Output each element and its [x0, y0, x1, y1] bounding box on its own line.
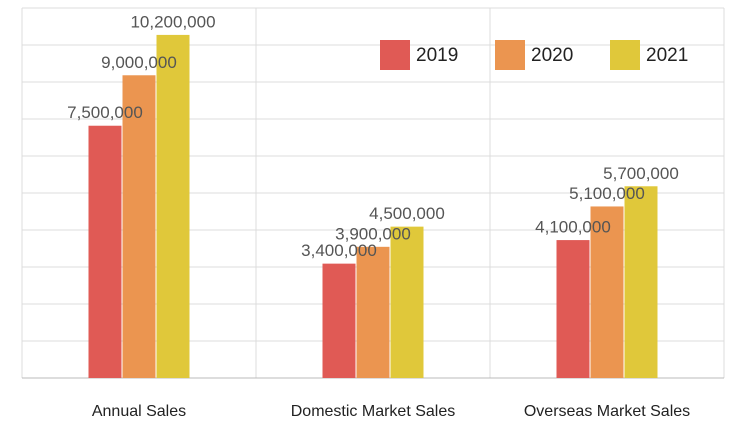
bar: [390, 226, 424, 378]
legend-swatch: [495, 40, 525, 70]
legend-swatch: [380, 40, 410, 70]
bar: [624, 186, 658, 378]
value-label: 5,700,000: [603, 164, 679, 183]
bar: [356, 246, 390, 378]
x-tick-label: Overseas Market Sales: [524, 403, 690, 420]
legend-label: 2019: [416, 45, 458, 66]
value-label: 3,400,000: [301, 241, 377, 260]
value-label: 7,500,000: [67, 103, 143, 122]
bar: [556, 240, 590, 378]
bar: [122, 75, 156, 378]
bar: [322, 263, 356, 378]
value-label: 4,100,000: [535, 218, 611, 237]
value-label: 4,500,000: [369, 204, 445, 223]
bar: [590, 206, 624, 378]
value-label: 3,900,000: [335, 224, 411, 243]
legend-label: 2020: [531, 45, 573, 66]
legend-label: 2021: [646, 45, 688, 66]
x-tick-label: Annual Sales: [92, 403, 186, 420]
x-tick-label: Domestic Market Sales: [291, 403, 456, 420]
legend-swatch: [610, 40, 640, 70]
value-label: 9,000,000: [101, 53, 177, 72]
bar: [156, 34, 190, 379]
value-label: 10,200,000: [130, 12, 215, 31]
value-label: 5,100,000: [569, 184, 645, 203]
bar: [88, 125, 122, 379]
